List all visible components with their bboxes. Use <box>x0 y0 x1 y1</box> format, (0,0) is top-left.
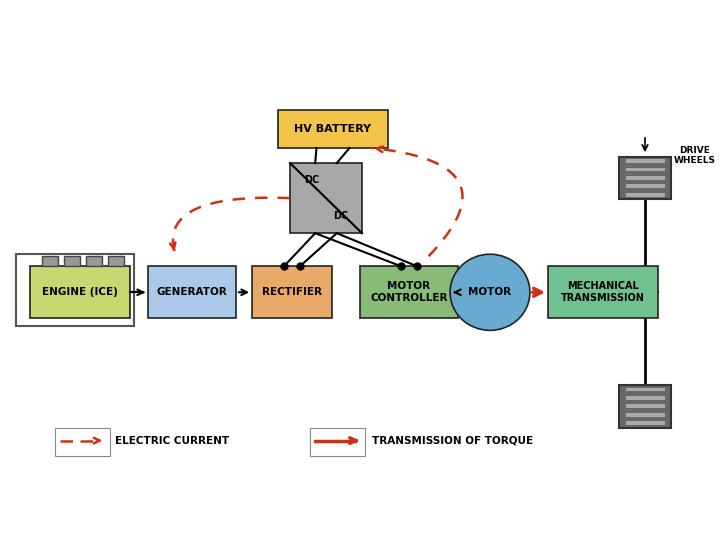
FancyBboxPatch shape <box>108 256 124 266</box>
Text: Hybrid and Alternative Fuel Vehicles, 4e
James D. Halderman: Hybrid and Alternative Fuel Vehicles, 4e… <box>180 503 361 523</box>
FancyBboxPatch shape <box>619 386 671 428</box>
Text: GENERATOR: GENERATOR <box>157 287 228 298</box>
FancyBboxPatch shape <box>360 266 458 319</box>
FancyBboxPatch shape <box>626 176 665 180</box>
FancyBboxPatch shape <box>626 159 665 163</box>
FancyBboxPatch shape <box>626 167 665 171</box>
FancyBboxPatch shape <box>42 256 58 266</box>
FancyBboxPatch shape <box>548 266 658 319</box>
Text: MOTOR
CONTROLLER: MOTOR CONTROLLER <box>370 281 448 303</box>
Text: DC: DC <box>304 175 319 185</box>
Text: PEARSON: PEARSON <box>613 505 709 523</box>
Ellipse shape <box>450 254 530 330</box>
FancyBboxPatch shape <box>626 421 665 425</box>
FancyBboxPatch shape <box>626 396 665 400</box>
FancyBboxPatch shape <box>310 428 365 456</box>
Text: ELECTRIC CURRENT: ELECTRIC CURRENT <box>115 436 229 446</box>
FancyBboxPatch shape <box>278 110 388 148</box>
FancyBboxPatch shape <box>86 256 102 266</box>
FancyBboxPatch shape <box>290 163 362 233</box>
FancyBboxPatch shape <box>252 266 332 319</box>
FancyBboxPatch shape <box>626 184 665 188</box>
Text: MOTOR: MOTOR <box>469 287 512 298</box>
FancyBboxPatch shape <box>626 193 665 197</box>
Text: Figure 2.4: Figure 2.4 <box>40 28 167 48</box>
FancyBboxPatch shape <box>626 404 665 408</box>
Text: Copyright © 2016 by Pearson Education, Inc.
    All Rights Reserved: Copyright © 2016 by Pearson Education, I… <box>418 503 622 523</box>
Text: MECHANICAL
TRANSMISSION: MECHANICAL TRANSMISSION <box>561 281 645 303</box>
Text: DC: DC <box>333 211 348 221</box>
FancyBboxPatch shape <box>30 266 130 319</box>
FancyBboxPatch shape <box>619 157 671 199</box>
Text: This diagram shows the components
  included in a typical series-hybrid design.: This diagram shows the components includ… <box>166 28 644 71</box>
Text: RECTIFIER: RECTIFIER <box>262 287 322 298</box>
Text: DRIVE
WHEELS: DRIVE WHEELS <box>674 146 716 165</box>
FancyBboxPatch shape <box>64 256 80 266</box>
Text: ALWAYS LEARNING: ALWAYS LEARNING <box>7 508 139 521</box>
Text: ENGINE (ICE): ENGINE (ICE) <box>42 287 118 298</box>
Text: TRANSMISSION OF TORQUE: TRANSMISSION OF TORQUE <box>372 436 533 446</box>
FancyBboxPatch shape <box>55 428 110 456</box>
Text: HV BATTERY: HV BATTERY <box>294 124 372 134</box>
FancyBboxPatch shape <box>626 413 665 417</box>
FancyBboxPatch shape <box>148 266 236 319</box>
FancyBboxPatch shape <box>626 388 665 392</box>
